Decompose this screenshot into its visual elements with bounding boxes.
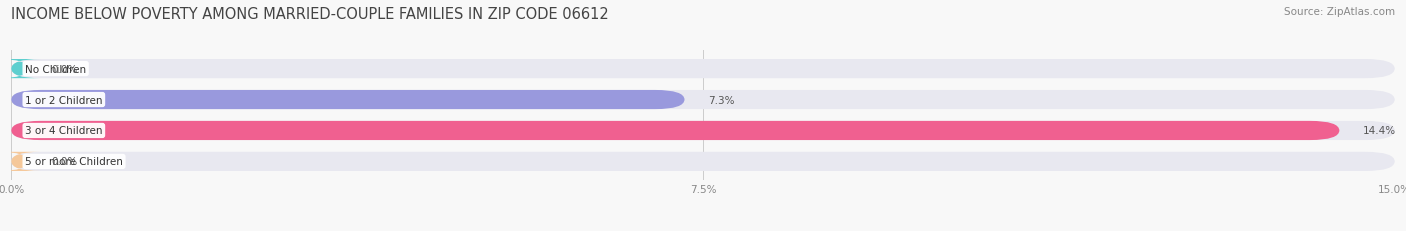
Text: 0.0%: 0.0%	[51, 157, 77, 167]
FancyBboxPatch shape	[11, 91, 685, 110]
Text: 0.0%: 0.0%	[51, 64, 77, 74]
Text: 3 or 4 Children: 3 or 4 Children	[25, 126, 103, 136]
FancyBboxPatch shape	[11, 121, 1395, 140]
Text: 1 or 2 Children: 1 or 2 Children	[25, 95, 103, 105]
Text: INCOME BELOW POVERTY AMONG MARRIED-COUPLE FAMILIES IN ZIP CODE 06612: INCOME BELOW POVERTY AMONG MARRIED-COUPL…	[11, 7, 609, 22]
FancyBboxPatch shape	[11, 91, 1395, 110]
Text: 14.4%: 14.4%	[1362, 126, 1396, 136]
Text: 5 or more Children: 5 or more Children	[25, 157, 122, 167]
FancyBboxPatch shape	[11, 121, 1340, 140]
FancyBboxPatch shape	[11, 152, 1395, 171]
FancyBboxPatch shape	[0, 60, 41, 79]
Text: Source: ZipAtlas.com: Source: ZipAtlas.com	[1284, 7, 1395, 17]
Text: 7.3%: 7.3%	[707, 95, 734, 105]
Text: No Children: No Children	[25, 64, 86, 74]
FancyBboxPatch shape	[0, 152, 41, 171]
FancyBboxPatch shape	[11, 60, 1395, 79]
